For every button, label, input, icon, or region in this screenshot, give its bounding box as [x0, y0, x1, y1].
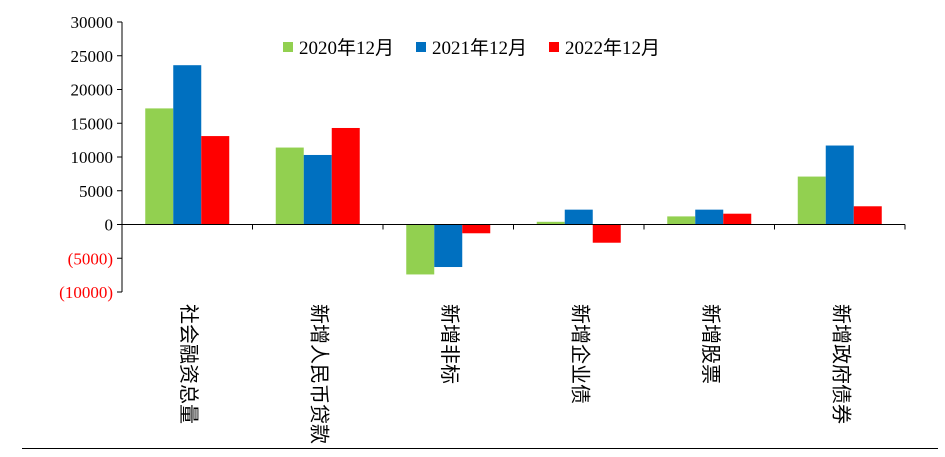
y-tick-label-3: 20000 — [71, 81, 114, 100]
bar-3-5 — [723, 213, 752, 225]
bar-1-1 — [145, 108, 174, 225]
bar-3-6 — [853, 206, 882, 225]
y-tick-label-4: 15000 — [71, 114, 114, 133]
bars-layer — [145, 65, 882, 275]
x-category-label-5: 新增股票 — [699, 304, 723, 384]
bar-3-2 — [331, 127, 360, 225]
legend-item-2022: 2022年12月 — [549, 33, 660, 60]
legend-swatch-2020 — [283, 41, 293, 52]
bar-3-3 — [462, 224, 491, 234]
legend-item-2021: 2021年12月 — [416, 33, 527, 60]
x-category-labels: 社会融资总量 新增人民币贷款 新增非标 新增企业债 新增股票 新增政府债券 — [177, 304, 854, 444]
y-tick-label-8: (5000) — [68, 249, 113, 268]
legend-item-2020: 2020年12月 — [283, 33, 394, 60]
bar-2-4 — [564, 209, 593, 225]
y-tick-label-1: 30000 — [71, 13, 114, 32]
bottom-rule — [22, 448, 938, 449]
y-tick-labels: 30000 25000 20000 15000 10000 5000 0 (5000) (100… — [59, 13, 113, 302]
x-category-label-4: 新增企业债 — [568, 304, 592, 404]
legend-label-2021: 2021年12月 — [432, 38, 528, 59]
y-tick-label-7: 0 — [105, 216, 114, 235]
legend: 2020年12月 2021年12月 2022年12月 — [283, 33, 660, 60]
bar-3-4 — [592, 224, 621, 243]
legend-label-2020: 2020年12月 — [299, 38, 395, 59]
bar-2-3 — [434, 224, 463, 268]
bar-1-5 — [667, 216, 696, 225]
y-tick-label-9: (10000) — [59, 283, 113, 302]
x-category-label-3: 新增非标 — [438, 304, 462, 384]
bar-2-5 — [695, 209, 724, 225]
bar-2-1 — [173, 65, 202, 225]
bar-1-2 — [275, 147, 304, 225]
x-category-label-6: 新增政府债券 — [829, 304, 853, 424]
bar-1-6 — [797, 176, 826, 225]
y-tick-label-6: 5000 — [79, 182, 113, 201]
bar-1-4 — [536, 221, 565, 225]
axes-layer — [117, 21, 906, 293]
x-category-label-1: 社会融资总量 — [177, 304, 201, 424]
y-tick-label-2: 25000 — [71, 47, 114, 66]
x-category-label-2: 新增人民币贷款 — [307, 304, 331, 444]
legend-swatch-2022 — [549, 41, 560, 52]
bar-3-1 — [201, 136, 230, 225]
legend-label-2022: 2022年12月 — [565, 38, 661, 59]
legend-swatch-2021 — [416, 41, 427, 52]
bar-2-6 — [825, 145, 854, 225]
y-tick-label-5: 10000 — [71, 148, 114, 167]
bar-1-3 — [406, 224, 435, 275]
bar-2-2 — [303, 154, 332, 225]
